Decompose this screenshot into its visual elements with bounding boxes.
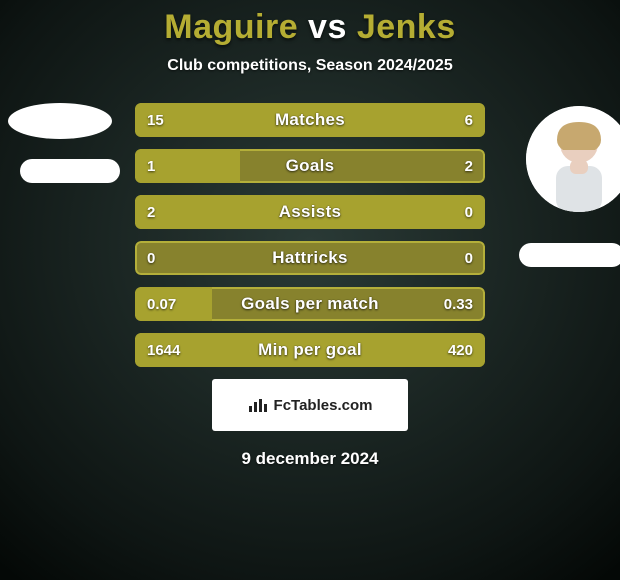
bar-label: Matches <box>135 103 485 137</box>
comparison-bars: Matches156Goals12Assists20Hattricks00Goa… <box>135 103 485 367</box>
bar-row: Matches15 6 <box>135 103 485 137</box>
title-player2: Jenks <box>357 8 456 46</box>
footer-brand-badge: FcTables.com <box>212 379 408 431</box>
title-vs: vs <box>298 8 357 46</box>
bar-value-left: 1644 <box>135 333 192 367</box>
bar-row: Assists2 0 <box>135 195 485 229</box>
bar-row: Goals per match0.070.33 <box>135 287 485 321</box>
bar-row: Goals1 2 <box>135 149 485 183</box>
player-right-pill <box>519 243 620 267</box>
bar-row: Hattricks0 0 <box>135 241 485 275</box>
bar-value-left: 2 <box>135 195 167 229</box>
bar-value-right: 420 <box>436 333 485 367</box>
title-player1: Maguire <box>164 8 298 46</box>
bar-value-left: 0.07 <box>135 287 188 321</box>
bar-value-left: 15 <box>135 103 176 137</box>
title: Maguire vs Jenks <box>0 8 620 47</box>
bar-value-right: 0 <box>453 241 485 275</box>
bar-label: Assists <box>135 195 485 229</box>
bar-value-left: 1 <box>135 149 167 183</box>
bar-row: Min per goal1644420 <box>135 333 485 367</box>
bar-value-left: 0 <box>135 241 167 275</box>
footer-brand-text: FcTables.com <box>274 397 373 414</box>
bar-label: Goals <box>135 149 485 183</box>
player-left-avatar <box>8 103 112 139</box>
bar-value-right: 0.33 <box>432 287 485 321</box>
bar-value-right: 2 <box>453 149 485 183</box>
bars-icon <box>248 397 268 413</box>
player-left-pill <box>20 159 120 183</box>
subtitle: Club competitions, Season 2024/2025 <box>0 57 620 75</box>
bar-label: Hattricks <box>135 241 485 275</box>
player-right-avatar <box>526 106 620 212</box>
date-text: 9 december 2024 <box>0 449 620 469</box>
bar-value-right: 6 <box>453 103 485 137</box>
bar-value-right: 0 <box>453 195 485 229</box>
